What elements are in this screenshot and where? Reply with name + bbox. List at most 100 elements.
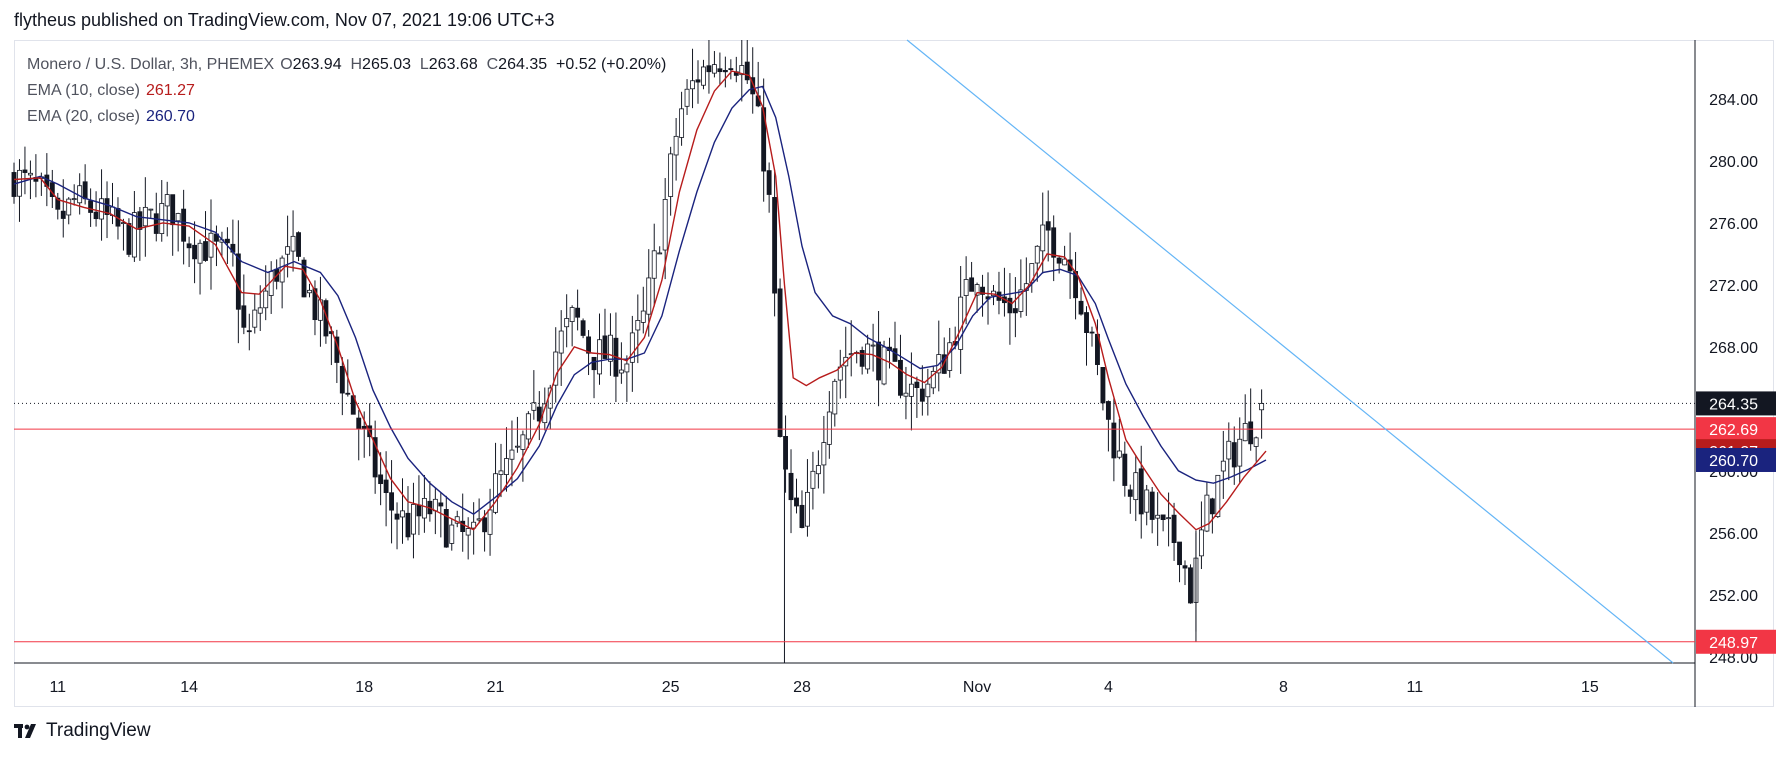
symbol-label[interactable]: Monero / U.S. Dollar, 3h, PHEMEX [27,56,275,73]
candle-body-up [881,346,887,385]
candle [1089,326,1095,347]
candle [317,276,323,347]
candle [1073,251,1079,320]
candle-body-up [257,307,263,314]
candle [914,376,920,418]
candle-body-down [372,437,378,478]
candle [706,40,712,94]
candle [1127,484,1133,514]
candle [487,488,493,556]
candle-body-down [312,288,318,321]
low-value: 263.68 [428,56,478,73]
candle-body-down [919,388,925,402]
candle [104,181,110,239]
candle-body-up [865,343,871,370]
candle [17,159,22,222]
candle-body-down [55,197,61,210]
candle-body-down [323,300,329,337]
candle [974,282,980,313]
open-label: O [280,56,293,73]
candle-body-down [536,406,542,422]
candle-body-up [263,290,269,309]
candle [1220,430,1226,499]
candle [832,378,838,427]
candle-body-down [876,341,882,381]
candle [1012,277,1018,338]
candle [334,329,340,384]
candle-body-down [761,107,767,172]
price-label-tag [1696,417,1776,442]
candle-body-up [646,277,652,315]
candle [597,313,602,385]
symbol-row: Monero / U.S. Dollar, 3h, PHEMEX O263.94… [27,52,666,78]
candle [870,323,876,372]
candle [235,220,241,344]
candle [504,427,509,492]
candle [421,474,427,533]
x-tick-label: 25 [662,679,680,696]
candle [383,451,389,527]
candle-body-up [1237,438,1243,467]
candle [285,215,291,278]
candle [279,255,285,309]
candle-body-down [794,497,799,507]
candle-body-down [744,61,750,81]
candle-body-down [443,509,449,548]
candle-body-up [465,528,471,536]
candle [1100,367,1106,411]
candle-body-up [159,203,165,234]
candle-body-down [1045,221,1051,231]
candle-body-up [739,65,745,76]
candle-body-up [1253,437,1259,447]
ema20-row[interactable]: EMA (20, close) 260.70 [27,104,666,130]
candle [192,221,198,284]
tradingview-footer[interactable]: TradingView [14,720,151,742]
candle [1111,398,1117,482]
candle [859,346,865,375]
candle-body-up [1259,403,1265,411]
y-tick-label: 284.00 [1709,92,1758,109]
candle [514,416,520,453]
candle-body-down [1012,308,1018,314]
candle [1248,388,1254,451]
candle [744,40,750,84]
candle-body-up [974,284,980,296]
candle-body-up [564,318,570,328]
candle-body-up [252,309,258,328]
candle-body-up [66,198,72,216]
candle-body-up [810,470,816,489]
candle-body-down [1160,514,1166,520]
chart-frame[interactable] [14,40,1774,707]
ema10-row[interactable]: EMA (10, close) 261.27 [27,78,666,104]
x-tick-label: 11 [1407,679,1424,696]
candle [908,352,914,431]
candle-body-up [629,332,635,363]
candle [1160,514,1166,532]
y-tick-label: 252.00 [1709,588,1758,605]
candle [252,293,258,334]
high-value: 265.03 [362,56,411,73]
candle [60,179,66,238]
candle-body-down [1051,227,1057,258]
candle [241,274,247,335]
candle-body-down [394,513,400,520]
candle-body-up [553,351,559,386]
candle [608,313,613,376]
candle [197,239,203,295]
candle [170,194,176,256]
candle-body-down [788,472,794,501]
x-tick-label: 4 [1104,679,1113,696]
candle [71,184,77,206]
candle-body-down [1209,498,1215,515]
candle-body-up [1155,514,1161,519]
candle-body-up [1062,258,1068,266]
change-value: +0.52 [556,56,597,73]
candle [640,286,646,334]
candle-body-up [498,470,504,475]
candle-body-up [197,242,203,264]
candle-body-down [22,169,28,173]
candle-body-down [224,238,230,244]
candle [219,231,225,257]
candle [969,261,975,292]
